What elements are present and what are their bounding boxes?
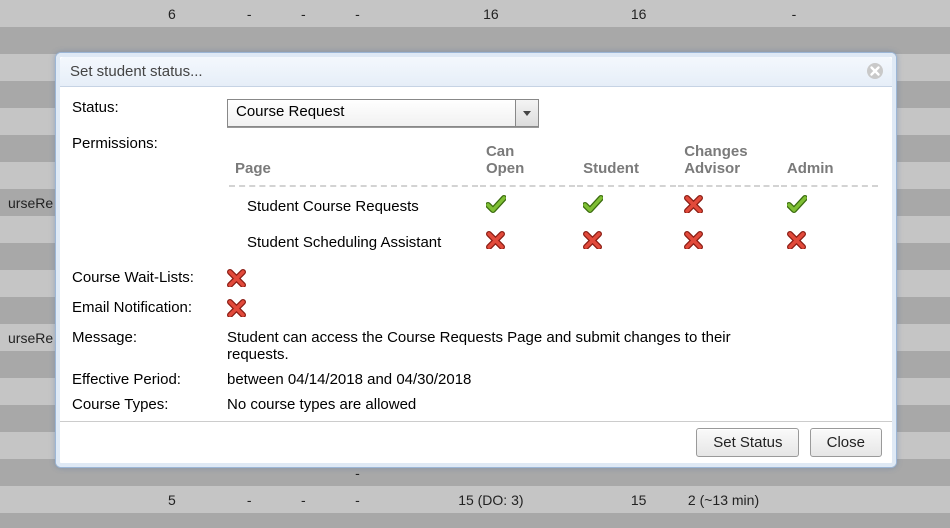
waitlists-label: Course Wait-Lists:: [72, 269, 227, 286]
effective-label: Effective Period:: [72, 371, 227, 388]
perm-student: [577, 189, 676, 223]
close-icon[interactable]: [866, 62, 884, 84]
message-label: Message:: [72, 329, 227, 346]
types-label: Course Types:: [72, 396, 227, 413]
set-status-button[interactable]: Set Status: [696, 428, 799, 457]
col-page: Page: [229, 139, 478, 187]
dialog-title: Set student status...: [70, 63, 203, 80]
col-student: Student: [577, 139, 676, 187]
message-value: Student can access the Course Requests P…: [227, 329, 787, 363]
email-label: Email Notification:: [72, 299, 227, 316]
perm-row: Student Scheduling Assistant: [229, 225, 878, 259]
dialog-titlebar: Set student status...: [60, 57, 892, 87]
col-admin: Admin: [781, 139, 878, 187]
set-student-status-dialog: Set student status... Status: Course Req…: [55, 52, 897, 468]
perm-row: Student Course Requests: [229, 189, 878, 223]
close-button[interactable]: Close: [810, 428, 882, 457]
perm-page: Student Scheduling Assistant: [229, 225, 478, 259]
status-dropdown[interactable]: Course Request: [227, 99, 539, 127]
permissions-label: Permissions:: [72, 135, 227, 152]
perm-advisor: [678, 225, 779, 259]
waitlists-value-icon: [227, 274, 247, 291]
permissions-table: Page CanOpen Student ChangesAdvisor Admi…: [227, 137, 880, 261]
perm-open: [480, 189, 575, 223]
perm-student: [577, 225, 676, 259]
perm-page: Student Course Requests: [229, 189, 478, 223]
col-can-open: CanOpen: [480, 139, 575, 187]
status-label: Status:: [72, 99, 227, 116]
col-advisor: ChangesAdvisor: [678, 139, 779, 187]
status-dropdown-value: Course Request: [228, 103, 352, 120]
perm-advisor: [678, 189, 779, 223]
email-value-icon: [227, 304, 247, 321]
dialog-footer: Set Status Close: [60, 421, 892, 463]
chevron-down-icon[interactable]: [515, 100, 538, 126]
perm-open: [480, 225, 575, 259]
types-value: No course types are allowed: [227, 396, 880, 413]
perm-admin: [781, 225, 878, 259]
perm-admin: [781, 189, 878, 223]
effective-value: between 04/14/2018 and 04/30/2018: [227, 371, 880, 388]
